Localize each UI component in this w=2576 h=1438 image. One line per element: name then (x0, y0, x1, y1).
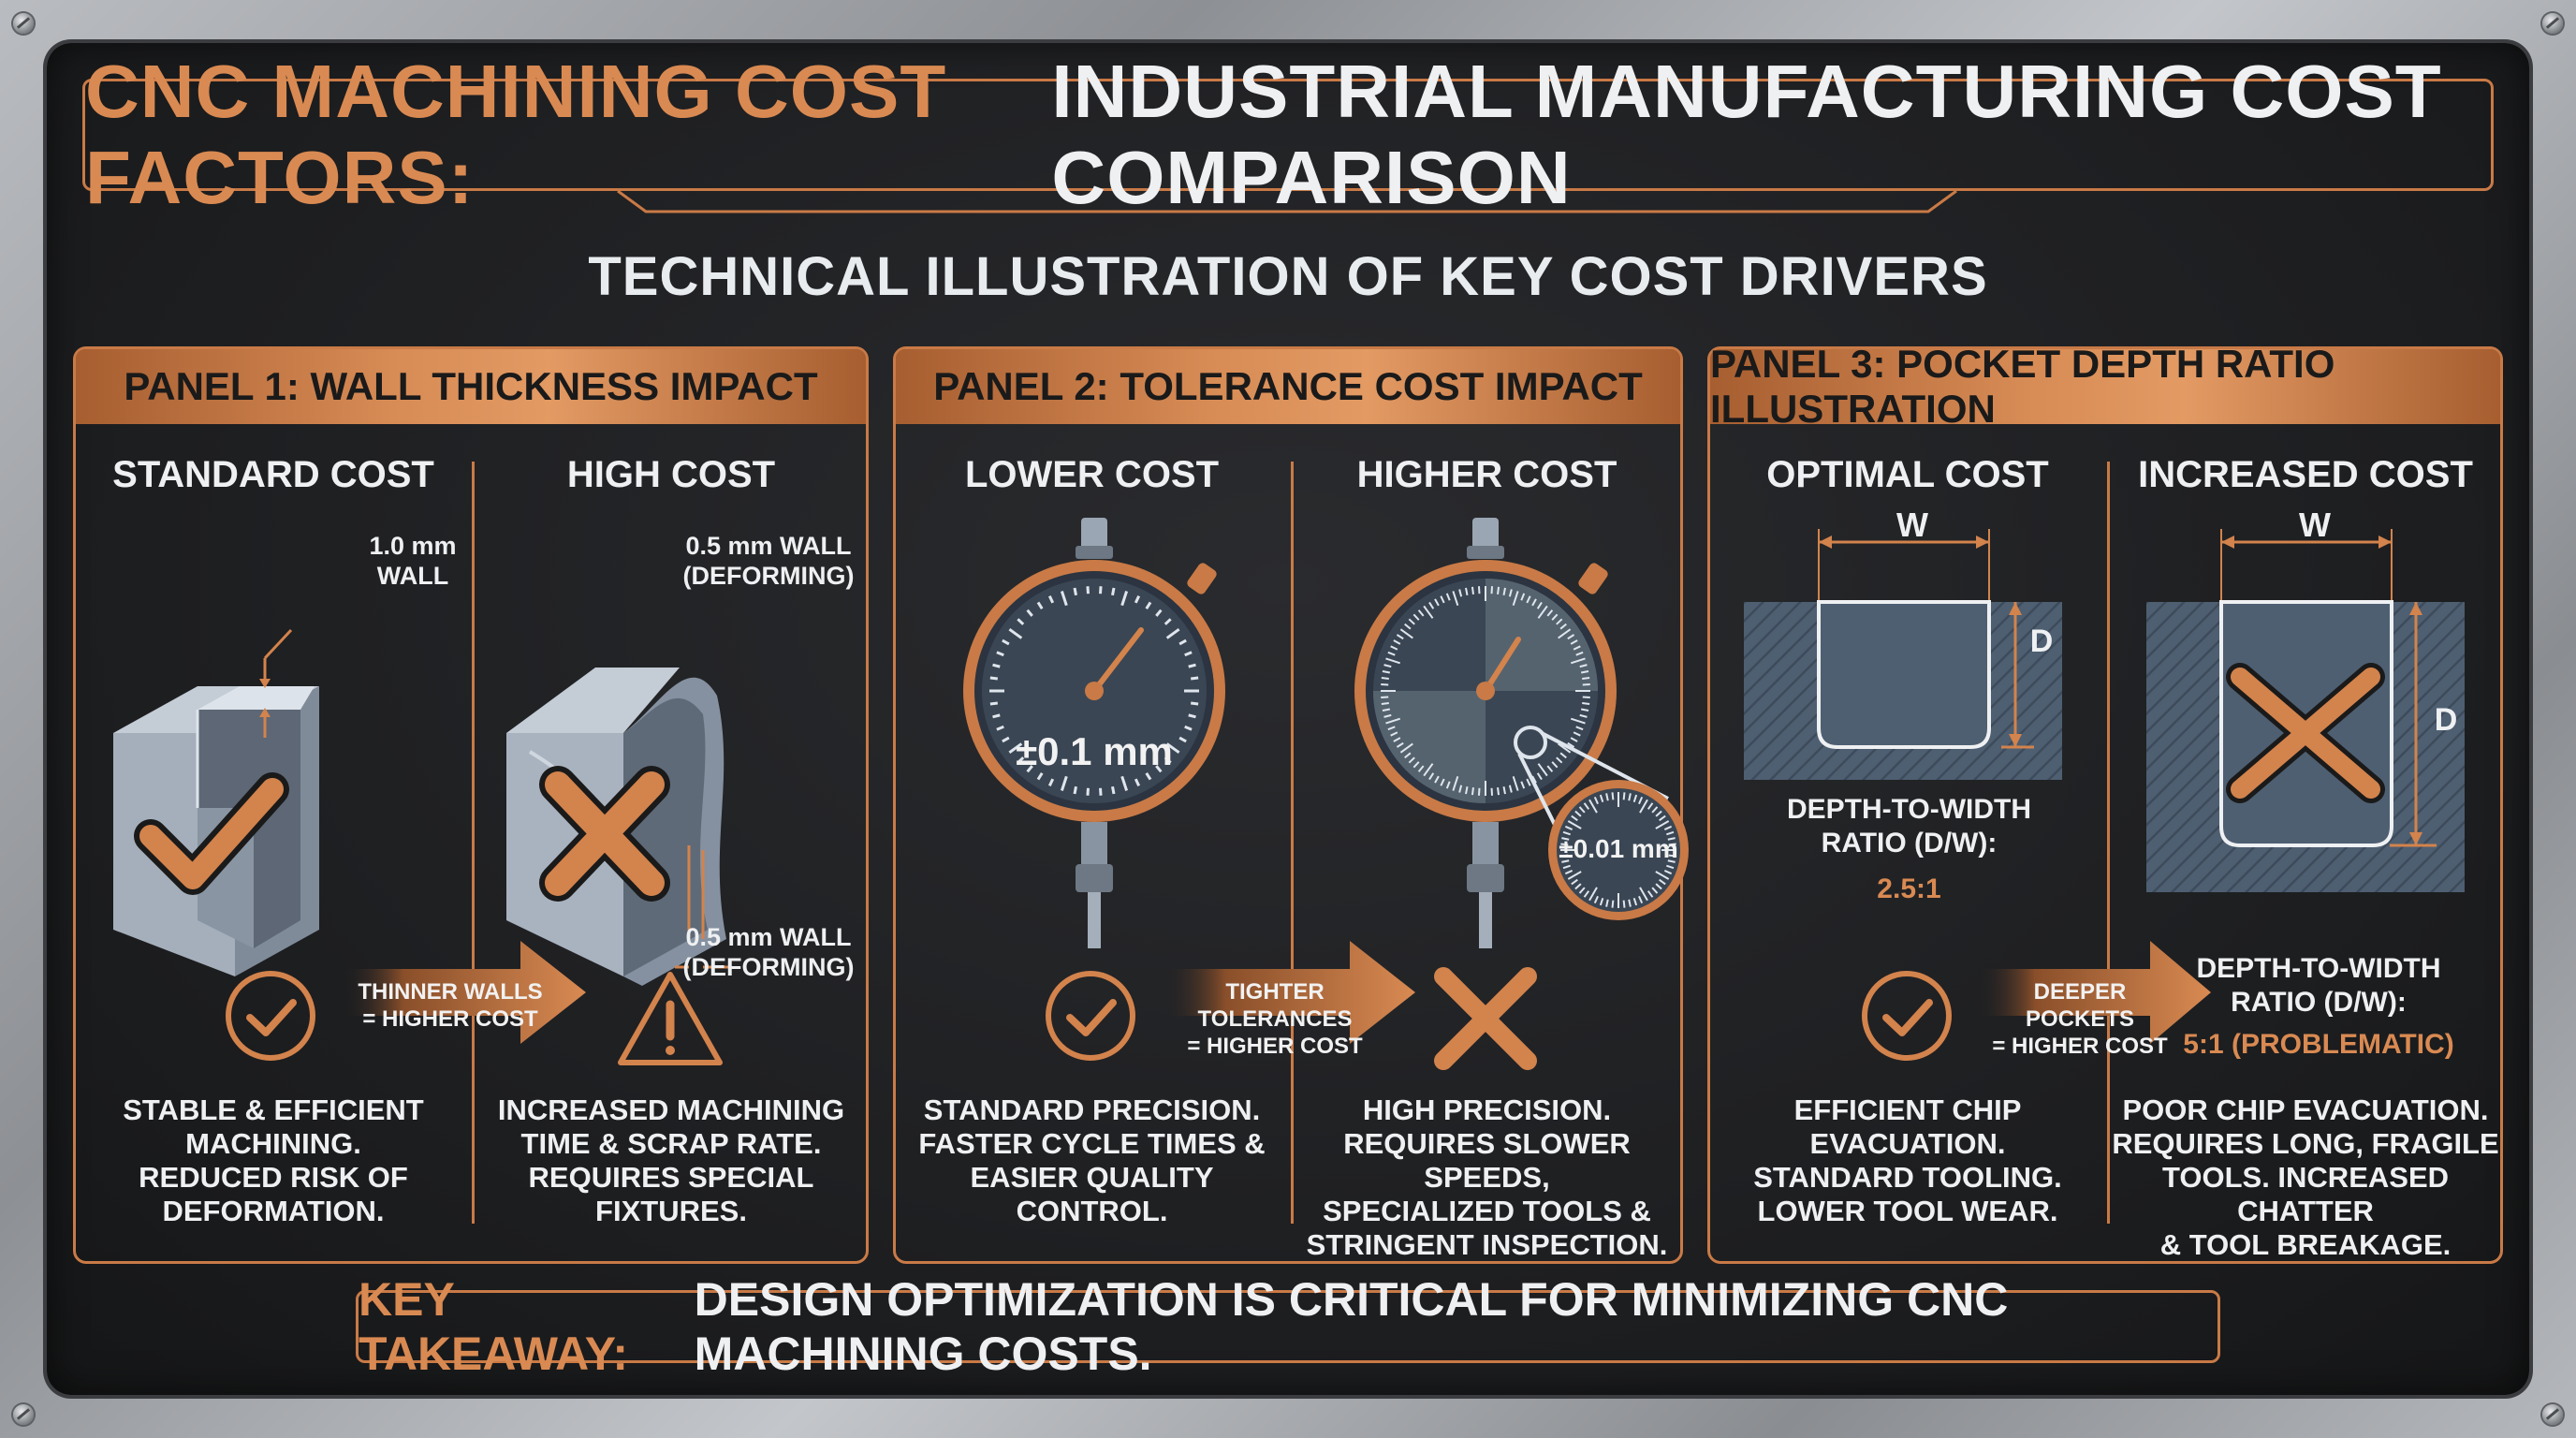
panel-tolerance: PANEL 2: TOLERANCE COST IMPACT LOWER COS… (893, 346, 1689, 1264)
dial-value-standard: ±0.1 mm (1016, 729, 1173, 773)
title-main: INDUSTRIAL MANUFACTURING COST COMPARISON (1051, 50, 2442, 219)
cost-arrow (1977, 941, 2211, 1044)
dial-indicator-standard-icon (963, 518, 1225, 948)
description-standard: STABLE & EFFICIENT MACHINING. REDUCED RI… (123, 1093, 424, 1227)
panel-heading: PANEL 2: TOLERANCE COST IMPACT (896, 349, 1680, 424)
x-mark-icon (1434, 967, 1537, 1070)
column-title-increased: INCREASED COST (2138, 454, 2473, 495)
panel-wall-thickness: PANEL 1: WALL THICKNESS IMPACT STANDARD … (73, 346, 869, 1264)
subtitle: TECHNICAL ILLUSTRATION OF KEY COST DRIVE… (588, 246, 1988, 307)
width-label: W (1896, 506, 1928, 544)
panel-divider (1291, 462, 1294, 1224)
check-circle-icon (226, 971, 315, 1061)
warning-triangle-icon (618, 972, 723, 1065)
ratio-value-optimal: 2.5:1 (1877, 873, 1941, 904)
corner-screw-top-right (2542, 13, 2563, 34)
panel-heading: PANEL 1: WALL THICKNESS IMPACT (76, 349, 866, 424)
column-title-higher: HIGHER COST (1356, 454, 1617, 495)
cost-arrow (1163, 941, 1415, 1044)
depth-label: D (2434, 702, 2458, 738)
ratio-value-increased: 5:1 (PROBLEMATIC) (2183, 1029, 2454, 1060)
description-optimal: EFFICIENT CHIP EVACUATION. STANDARD TOOL… (1753, 1093, 2062, 1227)
cost-arrow (343, 941, 586, 1044)
column-title-lower: LOWER COST (964, 454, 1220, 495)
corner-screw-top-left (13, 13, 34, 34)
arrow-text: DEEPER POCKETS = HIGHER COST (1992, 979, 2168, 1059)
description-higher: HIGH PRECISION. REQUIRES SLOWER SPEEDS, … (1306, 1093, 1668, 1261)
deep-pocket-illustration (2146, 529, 2465, 892)
panel-divider (472, 462, 475, 1224)
takeaway-accent: KEY TAKEAWAY: (359, 1273, 628, 1380)
ratio-label-optimal: DEPTH-TO-WIDTH RATIO (D/W): (1786, 794, 2032, 858)
title-notch (617, 189, 1957, 213)
description-increased: POOR CHIP EVACUATION. REQUIRES LONG, FRA… (2112, 1093, 2499, 1261)
corner-screw-bottom-right (2542, 1404, 2563, 1425)
ratio-label-increased: DEPTH-TO-WIDTH RATIO (D/W): (2196, 953, 2441, 1018)
column-title-standard: STANDARD COST (112, 454, 434, 495)
column-title-optimal: OPTIMAL COST (1766, 454, 2049, 495)
dial-value-precision: ±0.01 mm (1559, 834, 1678, 863)
column-title-high: HIGH COST (566, 454, 776, 495)
description-high: INCREASED MACHINING TIME & SCRAP RATE. R… (497, 1093, 845, 1227)
wall-callout-1mm: 1.0 mm WALL (369, 532, 457, 590)
arrow-text: TIGHTER TOLERANCES = HIGHER COST (1187, 979, 1363, 1059)
thick-wall-block-illustration (113, 628, 319, 976)
dial-indicator-precision-icon (1354, 518, 1689, 948)
title-bar: CNC MACHINING COST FACTORS: INDUSTRIAL M… (82, 50, 2494, 219)
dark-board (47, 43, 2529, 1395)
title-accent: CNC MACHINING COST FACTORS: (85, 50, 947, 219)
description-lower: STANDARD PRECISION. FASTER CYCLE TIMES &… (918, 1093, 1266, 1227)
panel-divider (2107, 462, 2110, 1224)
key-takeaway-bar: KEY TAKEAWAY: DESIGN OPTIMIZATION IS CRI… (356, 1273, 2220, 1380)
arrow-text: THINNER WALLS = HIGHER COST (358, 979, 543, 1032)
check-circle-icon (1862, 971, 1952, 1061)
takeaway-text: DESIGN OPTIMIZATION IS CRITICAL FOR MINI… (694, 1273, 2009, 1380)
wall-callout-05mm-bottom: 0.5 mm WALL (DEFORMING) (682, 923, 855, 981)
wall-callout-05mm-top: 0.5 mm WALL (DEFORMING) (682, 532, 855, 590)
depth-label: D (2029, 624, 2054, 659)
shallow-pocket-illustration (1744, 529, 2062, 780)
check-circle-icon (1046, 971, 1135, 1061)
thin-wall-deformed-illustration (506, 668, 731, 986)
panel-pocket-depth: PANEL 3: POCKET DEPTH RATIO ILLUSTRATION… (1707, 342, 2503, 1264)
panel-heading: PANEL 3: POCKET DEPTH RATIO ILLUSTRATION (1710, 342, 2500, 431)
width-label: W (2299, 506, 2331, 544)
corner-screw-bottom-left (13, 1404, 34, 1425)
